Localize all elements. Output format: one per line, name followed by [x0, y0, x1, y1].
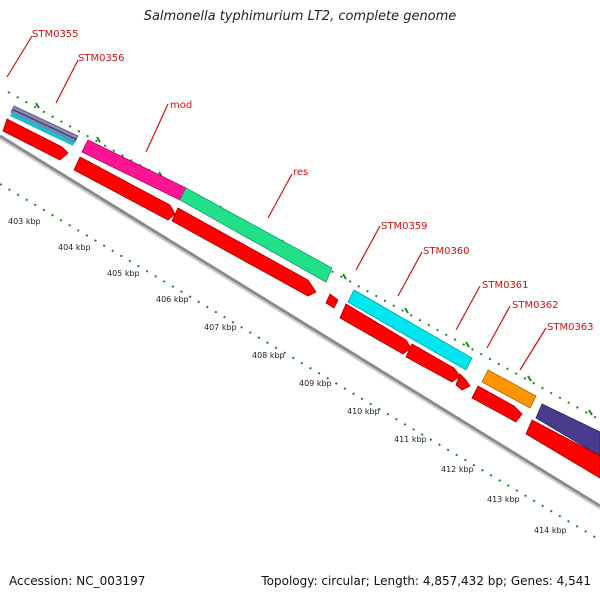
- callout-line: [6, 35, 33, 78]
- scale-label: 409 kbp: [299, 379, 332, 388]
- cds-arrow[interactable]: [455, 373, 471, 391]
- scale-label: 412 kbp: [441, 465, 474, 474]
- cds-arrow[interactable]: [2, 118, 69, 161]
- gene-label-stm0360[interactable]: STM0360: [423, 246, 470, 257]
- scale-label: 406 kbp: [156, 295, 189, 304]
- cds-arrow[interactable]: [325, 293, 339, 309]
- scale-labels: 403 kbp 404 kbp 405 kbp 406 kbp 407 kbp …: [8, 217, 567, 535]
- cds-arrow[interactable]: [471, 385, 523, 423]
- cds-arrow[interactable]: [171, 207, 317, 297]
- gene-label-stm0361[interactable]: STM0361: [482, 280, 529, 291]
- cds-arrow[interactable]: [73, 156, 176, 221]
- callout-line: [145, 103, 169, 153]
- scale-label: 411 kbp: [394, 435, 427, 444]
- cds-strand: [2, 118, 600, 479]
- topology-label: Topology: circular; Length: 4,857,432 bp…: [261, 574, 591, 588]
- scale-label: 407 kbp: [204, 323, 237, 332]
- gene-label-stm0362[interactable]: STM0362: [512, 300, 559, 311]
- cds-arrow[interactable]: [339, 303, 412, 355]
- scale-label: 404 kbp: [58, 243, 91, 252]
- cds-arrow[interactable]: [525, 419, 600, 479]
- scale-label: 408 kbp: [252, 351, 285, 360]
- callout-line: [267, 173, 293, 219]
- gene-stm0355-stripe: [12, 109, 77, 140]
- callout-line: [355, 225, 381, 271]
- gene-label-stm0356[interactable]: STM0356: [78, 53, 125, 64]
- gene-label-stm0359[interactable]: STM0359: [381, 221, 428, 232]
- callout-line: [55, 59, 79, 104]
- scale-label: 403 kbp: [8, 217, 41, 226]
- callout-line: [519, 327, 547, 371]
- top-strand-features: [10, 105, 600, 457]
- scale-label: 413 kbp: [487, 495, 520, 504]
- gene-stm0363-top[interactable]: [481, 369, 537, 409]
- map-title: Salmonella typhimurium LT2, complete gen…: [143, 9, 457, 24]
- scale-label: 405 kbp: [107, 269, 140, 278]
- gene-label-stm0355[interactable]: STM0355: [32, 29, 79, 40]
- gene-callouts: [6, 35, 547, 371]
- genome-backbone: [0, 134, 600, 508]
- gene-res-top[interactable]: [179, 187, 333, 283]
- scale-label: 410 kbp: [347, 407, 380, 416]
- genome-backbone-shadow: [0, 138, 600, 510]
- accession-label: Accession: NC_003197: [9, 574, 146, 588]
- gene-label-res[interactable]: res: [293, 167, 308, 178]
- inner-scale-track: [0, 183, 600, 541]
- callout-line: [486, 305, 511, 349]
- gene-next-top[interactable]: [535, 403, 600, 457]
- gene-stm0356-top[interactable]: [10, 112, 75, 146]
- callout-line: [397, 251, 423, 297]
- gene-label-mod[interactable]: mod: [170, 100, 192, 111]
- gene-stm0360-top[interactable]: [347, 289, 473, 371]
- gene-label-stm0363[interactable]: STM0363: [547, 322, 594, 333]
- scale-label: 414 kbp: [534, 526, 567, 535]
- gene-labels: STM0355 STM0356 mod res STM0359 STM0360 …: [32, 29, 594, 333]
- cds-arrow[interactable]: [405, 343, 461, 383]
- callout-line: [455, 285, 481, 331]
